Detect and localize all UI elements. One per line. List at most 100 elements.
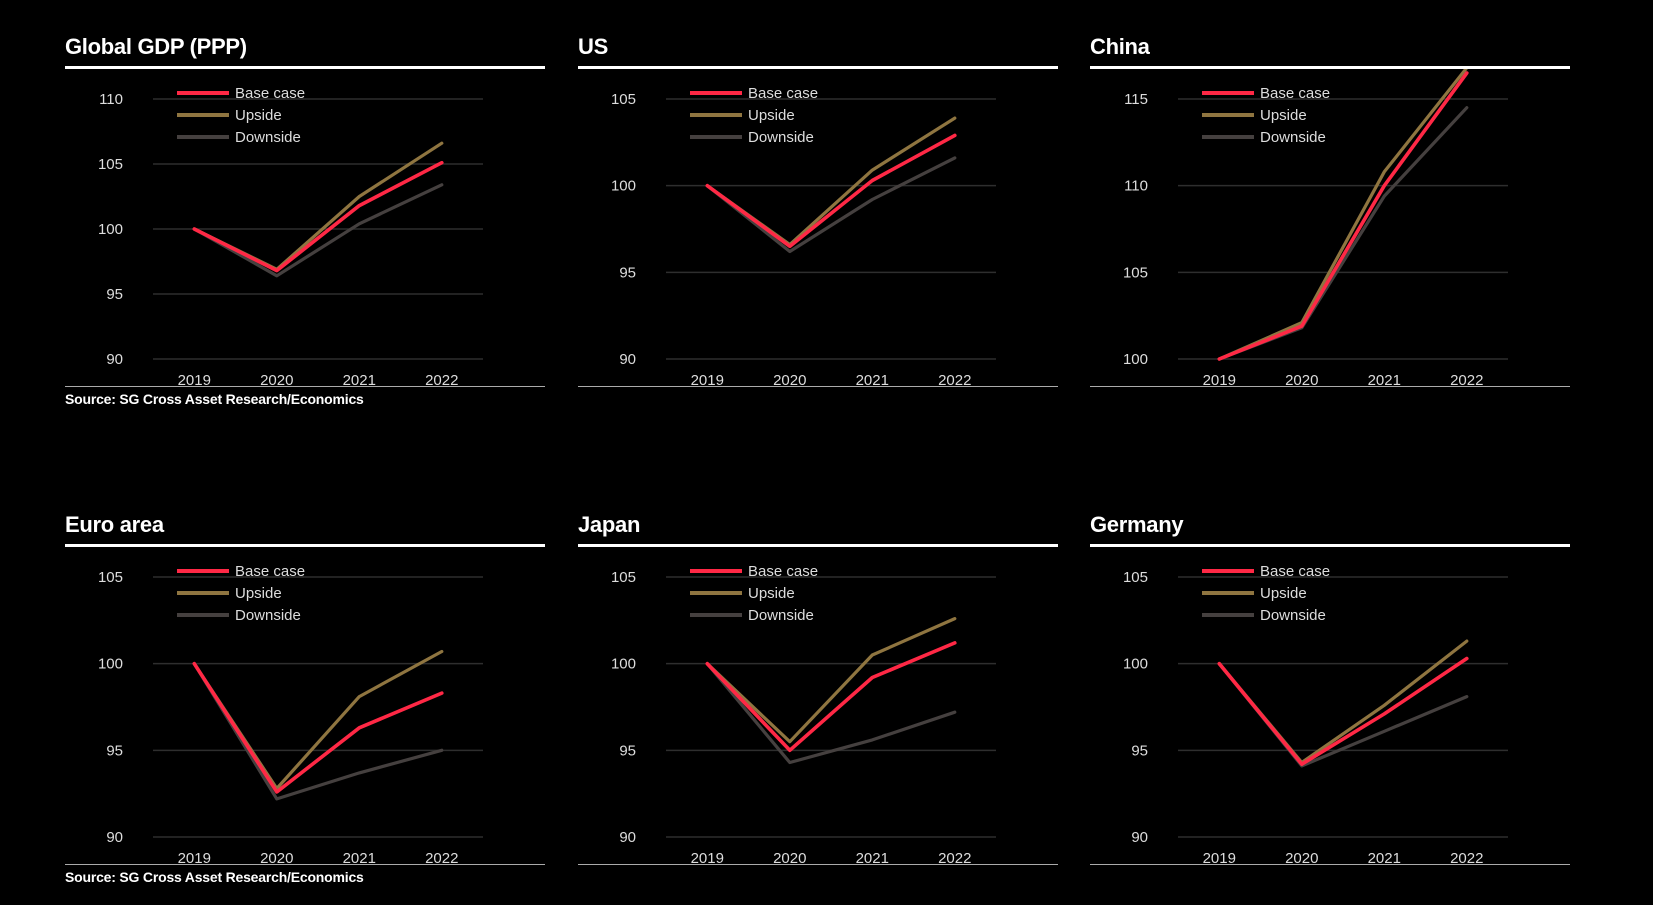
y-tick-label: 90	[619, 351, 636, 368]
x-tick-label: 2022	[938, 372, 971, 389]
legend-label: Base case	[748, 85, 818, 102]
legend-label: Downside	[235, 129, 301, 146]
chart-title: Global GDP (PPP)	[65, 34, 247, 59]
y-tick-label: 100	[1123, 656, 1148, 673]
y-tick-label: 100	[98, 656, 123, 673]
x-tick-label: 2019	[178, 850, 211, 867]
y-tick-label: 105	[611, 569, 636, 586]
x-tick-label: 2020	[260, 372, 293, 389]
chart-title: US	[578, 34, 608, 59]
x-tick-label: 2022	[1450, 372, 1483, 389]
legend-label: Base case	[1260, 85, 1330, 102]
y-tick-label: 105	[1123, 569, 1148, 586]
series-line-downside	[192, 662, 444, 801]
x-tick-label: 2019	[691, 372, 724, 389]
title-rule	[65, 66, 545, 69]
source-note: Source: SG Cross Asset Research/Economic…	[65, 869, 364, 885]
y-tick-label: 95	[106, 742, 123, 759]
x-tick-label: 2021	[1368, 372, 1401, 389]
x-tick-label: 2021	[343, 850, 376, 867]
legend-label: Upside	[1260, 107, 1307, 124]
line-chart: 90 95 100 105 110 2019 2020 2021 2022 Base case Up…	[98, 85, 483, 389]
bottom-rule	[1090, 864, 1570, 865]
x-tick-label: 2021	[856, 850, 889, 867]
y-tick-label: 95	[619, 264, 636, 281]
title-rule	[578, 544, 1058, 547]
y-tick-label: 110	[1124, 178, 1148, 195]
x-tick-label: 2020	[773, 850, 806, 867]
x-tick-label: 2021	[343, 372, 376, 389]
bottom-rule	[65, 386, 545, 387]
line-chart: 90 95 100 105 2019 2020 2021 2022 Base case Upsid…	[1123, 563, 1508, 867]
y-tick-label: 100	[98, 221, 123, 238]
series-line-base-case	[705, 641, 957, 753]
y-tick-label: 100	[1123, 351, 1148, 368]
x-tick-label: 2022	[425, 850, 458, 867]
bottom-rule	[578, 386, 1058, 387]
y-tick-label: 115	[1124, 91, 1148, 108]
legend-label: Downside	[748, 607, 814, 624]
y-tick-label: 95	[106, 286, 123, 303]
x-tick-label: 2022	[425, 372, 458, 389]
x-tick-label: 2019	[691, 850, 724, 867]
y-tick-label: 100	[611, 656, 636, 673]
x-tick-label: 2022	[1450, 850, 1483, 867]
y-tick-label: 100	[611, 178, 636, 195]
y-tick-label: 90	[1131, 829, 1148, 846]
series-line-base-case	[1217, 71, 1469, 361]
chart-title: China	[1090, 34, 1150, 59]
legend-label: Downside	[1260, 607, 1326, 624]
title-rule	[578, 66, 1058, 69]
legend-label: Upside	[235, 585, 282, 602]
legend-label: Downside	[1260, 129, 1326, 146]
legend-label: Downside	[748, 129, 814, 146]
legend-label: Upside	[1260, 585, 1307, 602]
series-line-upside	[1217, 69, 1468, 361]
legend-label: Upside	[748, 585, 795, 602]
legend-label: Base case	[235, 85, 305, 102]
chart-title: Germany	[1090, 512, 1184, 537]
y-tick-label: 95	[619, 742, 636, 759]
series-line-base-case	[192, 160, 444, 273]
series-line-upside	[705, 616, 957, 744]
y-tick-label: 110	[99, 91, 123, 108]
legend-label: Base case	[748, 563, 818, 580]
x-tick-label: 2020	[260, 850, 293, 867]
series-line-downside	[192, 183, 444, 278]
y-tick-label: 105	[98, 156, 123, 173]
y-tick-label: 95	[1131, 742, 1148, 759]
x-tick-label: 2022	[938, 850, 971, 867]
x-tick-label: 2019	[1203, 850, 1236, 867]
x-tick-label: 2020	[1285, 372, 1318, 389]
line-chart: 100 105 110 115 2019 2020 2021 2022 Base case Ups…	[1123, 69, 1508, 389]
y-tick-label: 105	[1123, 264, 1148, 281]
series-line-downside	[705, 156, 957, 254]
chart-title: Japan	[578, 512, 641, 537]
bottom-rule	[1090, 386, 1570, 387]
series-line-base-case	[705, 133, 957, 249]
bottom-rule	[578, 864, 1058, 865]
legend-label: Base case	[1260, 563, 1330, 580]
series-line-upside	[1217, 639, 1469, 765]
legend-label: Upside	[235, 107, 282, 124]
bottom-rule	[65, 864, 545, 865]
title-rule	[1090, 66, 1570, 69]
title-rule	[1090, 544, 1570, 547]
x-tick-label: 2020	[1285, 850, 1318, 867]
y-tick-label: 105	[98, 569, 123, 586]
series-line-base-case	[1217, 656, 1469, 766]
chart-title: Euro area	[65, 512, 164, 537]
y-tick-label: 90	[106, 829, 123, 846]
line-chart: 90 95 100 105 2019 2020 2021 2022 Base case Upsid…	[611, 563, 996, 867]
x-tick-label: 2021	[1368, 850, 1401, 867]
series-line-base-case	[192, 661, 444, 794]
series-line-downside	[1217, 106, 1469, 361]
legend-label: Upside	[748, 107, 795, 124]
x-tick-label: 2021	[856, 372, 889, 389]
y-tick-label: 90	[619, 829, 636, 846]
y-tick-label: 105	[611, 91, 636, 108]
series-line-downside	[705, 662, 957, 765]
x-tick-label: 2019	[178, 372, 211, 389]
line-chart: 90 95 100 105 2019 2020 2021 2022 Base case Upsid…	[98, 563, 483, 867]
legend-label: Base case	[235, 563, 305, 580]
